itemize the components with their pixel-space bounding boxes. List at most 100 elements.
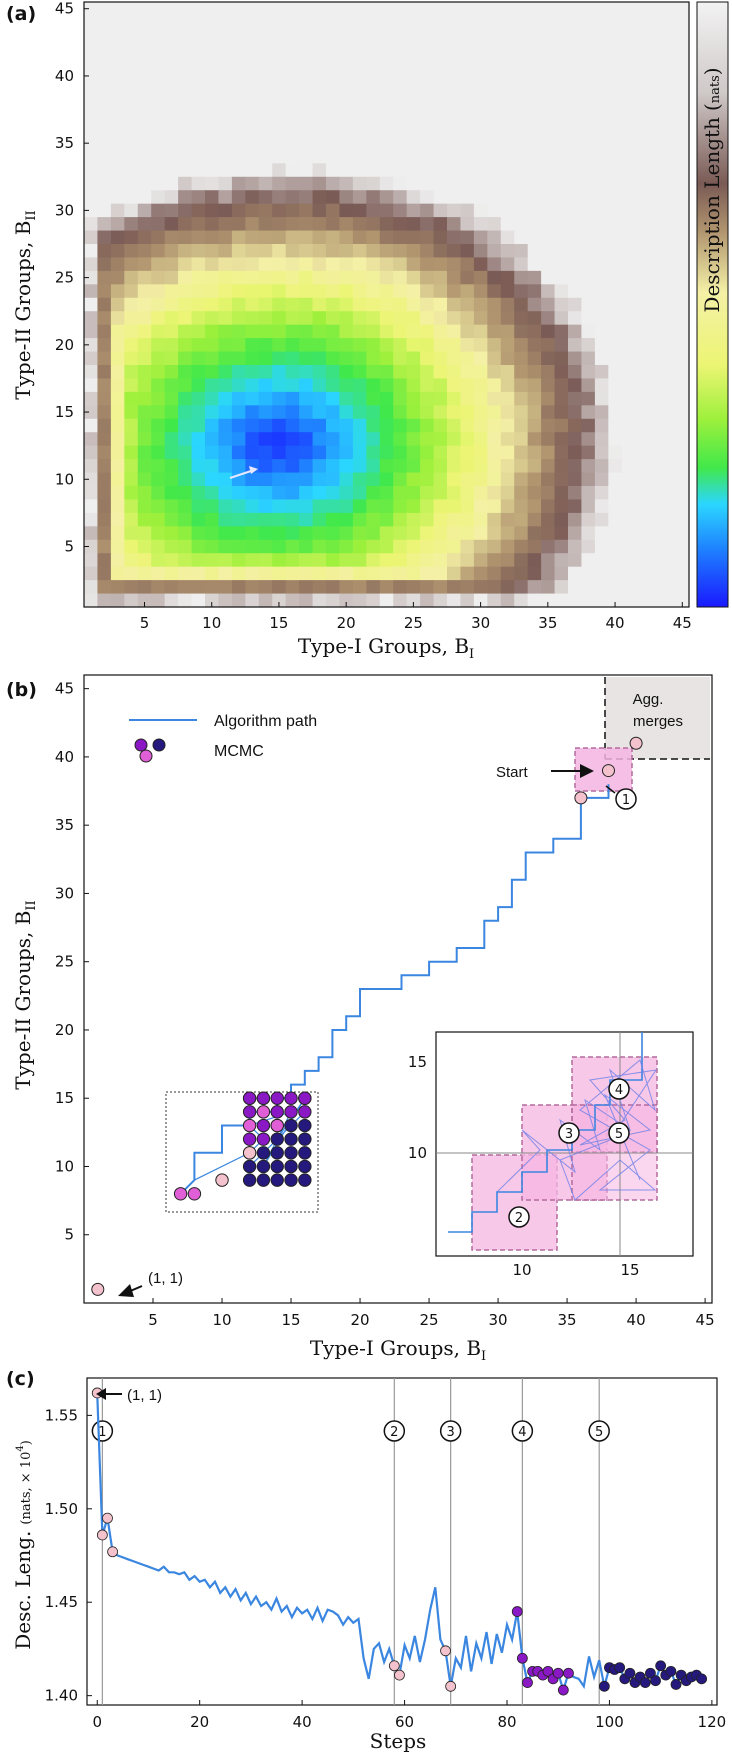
heatmap-cell [393,472,408,487]
heatmap-cell [124,82,139,97]
heatmap-cell [420,69,435,84]
heatmap-cell [527,499,542,514]
inset-marker-2-text: 2 [515,1211,523,1226]
heatmap-cell [110,526,125,541]
heatmap-cell [218,526,233,541]
heatmap-cell [339,176,354,191]
heatmap-cell [205,244,220,259]
heatmap-cell [406,55,421,70]
ytick-label: 40 [55,748,74,766]
heatmap-cell [110,257,125,272]
heatmap-cell [97,365,112,380]
heatmap-cell [621,405,636,420]
heatmap-cell [500,472,515,487]
heatmap-cell [554,163,569,178]
heatmap-cell [312,418,327,433]
heatmap-cell [500,230,515,245]
heatmap-cell [379,512,394,527]
heatmap-cell [487,55,502,70]
heatmap-cell [675,2,690,17]
heatmap-cell [272,190,287,205]
inset-marker-3-text: 3 [565,1127,573,1142]
heatmap-cell [473,324,488,339]
heatmap-cell [393,136,408,151]
heatmap-cell [621,109,636,124]
heatmap-cell [379,55,394,70]
heatmap-cell [420,486,435,501]
mcmc-dot [298,1159,312,1174]
heatmap-cell [366,405,381,420]
heatmap-cell [554,553,569,568]
heatmap-cell [648,378,663,393]
heatmap-cell [272,324,287,339]
heatmap-cell [245,136,260,151]
mcmc-dot [284,1118,298,1133]
heatmap-cell [245,297,260,312]
heatmap-cell [594,297,609,312]
heatmap-cell [608,418,623,433]
heatmap-cell [137,28,152,43]
heatmap-cell [97,405,112,420]
heatmap-cell [500,445,515,460]
heatmap-cell [487,270,502,285]
xtick-label: 35 [558,1311,577,1329]
heatmap-cell [675,69,690,84]
heatmap-cell [164,123,179,138]
heatmap-cell [621,580,636,595]
mcmc-dot [270,1146,284,1160]
heatmap-cell [527,512,542,527]
heatmap-cell [608,96,623,111]
heatmap-cell [352,405,367,420]
heatmap-cell [621,526,636,541]
heatmap-cell [635,190,650,205]
heatmap-cell [178,217,193,232]
heatmap-cell [245,15,260,30]
xtick-label: 30 [471,614,490,632]
heatmap-cell [393,284,408,299]
heatmap-cell [581,109,596,124]
heatmap-cell [151,459,166,474]
heatmap-cell [581,15,596,30]
heatmap-cell [299,244,314,259]
heatmap-cell [581,136,596,151]
heatmap-cell [218,405,233,420]
heatmap-cell [110,445,125,460]
heatmap-cell [581,553,596,568]
heatmap-cell [635,217,650,232]
desc-point [440,1645,451,1657]
heatmap-cell [460,244,475,259]
heatmap-cell [447,217,462,232]
heatmap-cell [285,69,300,84]
heatmap-cell [178,297,193,312]
heatmap-cell [621,136,636,151]
heatmap-cell [178,472,193,487]
heatmap-cell [420,257,435,272]
heatmap-cell [406,512,421,527]
heatmap-cell [662,109,677,124]
start-label: Start [496,764,529,781]
heatmap-cell [164,472,179,487]
inset-ytick-10: 10 [408,1144,427,1162]
heatmap-cell [178,96,193,111]
heatmap-cell [379,324,394,339]
heatmap-cell [675,163,690,178]
heatmap-cell [218,136,233,151]
heatmap-cell [258,472,273,487]
heatmap-cell [420,15,435,30]
desc-point [563,1667,574,1679]
heatmap-cell [231,499,246,514]
heatmap-cell [460,365,475,380]
heatmap-cell [568,512,583,527]
heatmap-cell [258,190,273,205]
heatmap-cell [500,432,515,447]
heatmap-cell [191,42,206,57]
heatmap-cell [554,82,569,97]
heatmap-cell [137,42,152,57]
mcmc-dot [284,1091,298,1105]
heatmap-cell [662,566,677,581]
heatmap-cell [312,217,327,232]
heatmap-cell [299,123,314,138]
heatmap-cell [420,512,435,527]
